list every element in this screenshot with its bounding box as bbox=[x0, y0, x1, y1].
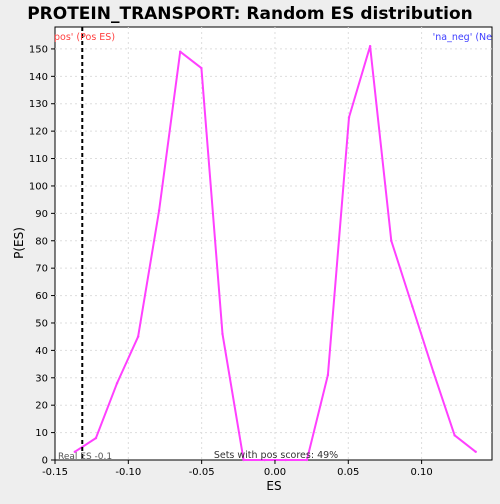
y-axis-ticks: 0 10 20 30 40 50 60 70 80 90 100 110 120 130 140 150 bbox=[29, 44, 55, 467]
data-point bbox=[411, 305, 414, 308]
data-point bbox=[263, 458, 266, 462]
x-tick-label: 0.00 bbox=[264, 467, 286, 478]
legend-right: 'na_neg' (Ne bbox=[433, 32, 493, 43]
y-tick-label: 0 bbox=[42, 456, 48, 467]
y-tick-label: 70 bbox=[35, 264, 48, 275]
data-point bbox=[94, 436, 98, 440]
data-point bbox=[242, 458, 245, 462]
x-axis-ticks: -0.15 -0.10 -0.05 0.00 0.05 0.10 bbox=[42, 460, 433, 478]
y-tick-label: 50 bbox=[35, 318, 48, 329]
y-tick-label: 130 bbox=[29, 99, 48, 110]
real-es-label: Real ES -0.1 bbox=[58, 452, 112, 462]
data-point bbox=[368, 44, 372, 48]
data-point bbox=[347, 116, 351, 119]
y-tick-label: 10 bbox=[35, 428, 48, 439]
data-point bbox=[73, 450, 76, 453]
legend-left: pos' (Pos ES) bbox=[54, 32, 115, 43]
chart-title: PROTEIN_TRANSPORT: Random ES distributio… bbox=[27, 4, 473, 24]
data-point bbox=[326, 373, 330, 377]
data-point bbox=[221, 332, 224, 336]
x-tick-label: -0.10 bbox=[115, 467, 141, 478]
y-tick-label: 140 bbox=[29, 72, 48, 83]
y-tick-label: 100 bbox=[29, 181, 48, 192]
data-point bbox=[115, 382, 119, 385]
real-es-layer: Real ES -0.1 bbox=[58, 27, 112, 462]
x-tick-label: -0.15 bbox=[42, 467, 68, 478]
data-point bbox=[179, 50, 182, 53]
data-point bbox=[200, 66, 203, 70]
y-axis-label: P(ES) bbox=[12, 227, 26, 259]
x-tick-label: 0.10 bbox=[410, 467, 432, 478]
y-tick-label: 120 bbox=[29, 127, 48, 138]
grid-lines bbox=[55, 27, 492, 460]
y-tick-label: 90 bbox=[35, 209, 48, 220]
data-point bbox=[390, 239, 393, 242]
y-tick-label: 110 bbox=[29, 154, 48, 165]
data-point bbox=[136, 335, 140, 338]
x-tick-label: 0.05 bbox=[337, 467, 359, 478]
data-point bbox=[474, 450, 477, 453]
sets-annotation: Sets with pos scores: 49% bbox=[214, 450, 338, 461]
y-tick-label: 80 bbox=[35, 236, 48, 247]
x-axis-label: ES bbox=[266, 479, 281, 493]
plot-area bbox=[54, 26, 493, 461]
y-tick-label: 40 bbox=[35, 346, 48, 357]
y-tick-label: 150 bbox=[29, 44, 48, 55]
y-tick-label: 30 bbox=[35, 373, 48, 384]
data-point bbox=[157, 209, 161, 212]
data-point bbox=[284, 458, 288, 462]
y-tick-label: 20 bbox=[35, 401, 48, 412]
data-point bbox=[432, 371, 435, 374]
data-point bbox=[305, 458, 309, 462]
data-point bbox=[453, 434, 456, 437]
x-tick-label: -0.05 bbox=[189, 467, 215, 478]
y-tick-label: 60 bbox=[35, 291, 48, 302]
